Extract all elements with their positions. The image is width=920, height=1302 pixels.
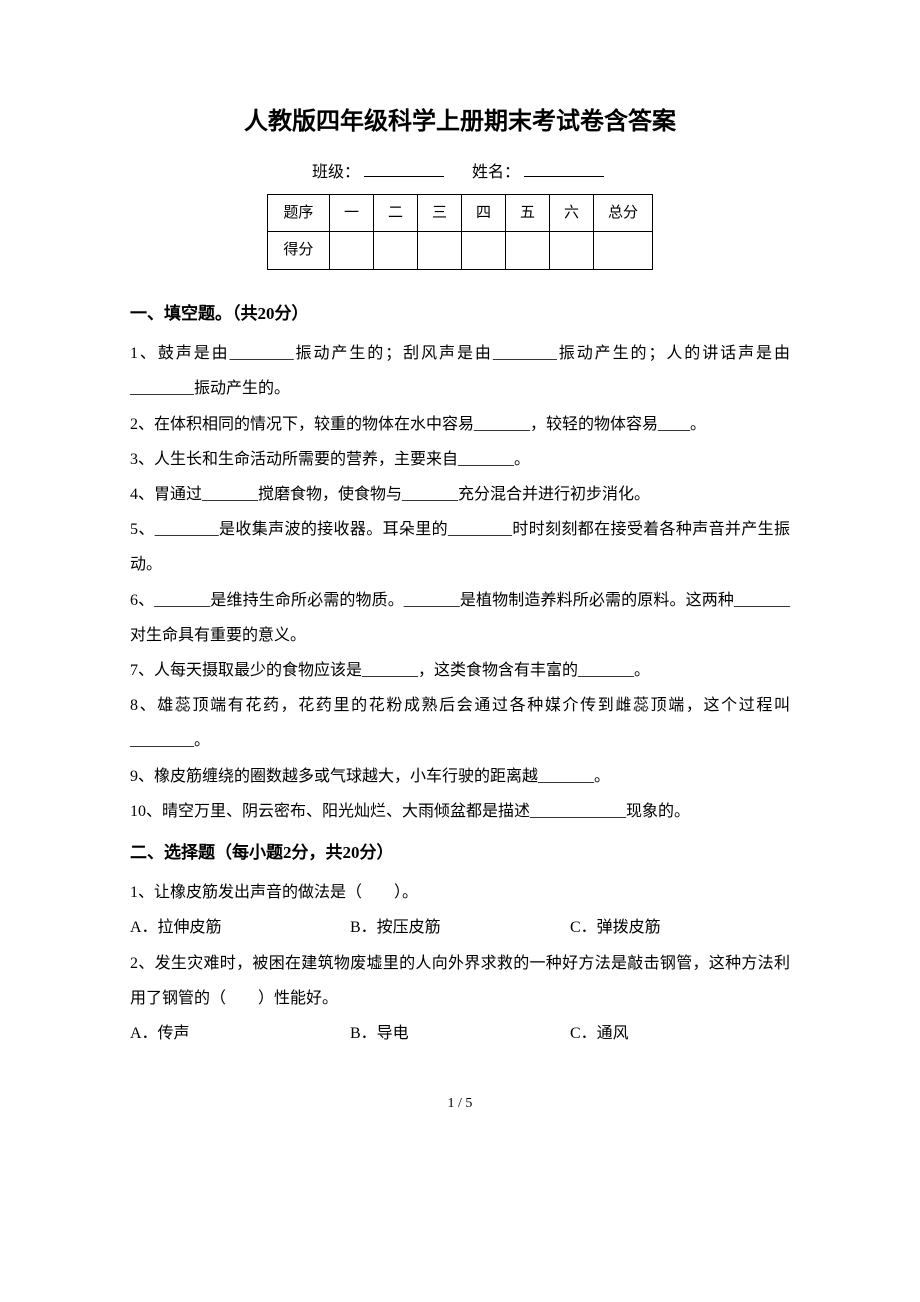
q1-3: 3、人生长和生命活动所需要的营养，主要来自_______。 <box>130 442 790 477</box>
q1-6: 6、_______是维持生命所必需的物质。_______是植物制造养料所必需的原… <box>130 583 790 653</box>
score-table: 题序 一 二 三 四 五 六 总分 得分 <box>267 194 653 270</box>
q2-2-option-c: C．通风 <box>570 1016 790 1051</box>
score-table-value-row: 得分 <box>267 232 652 270</box>
section-1-heading: 一、填空题。（共20分） <box>130 298 790 330</box>
q2-2-option-a: A．传声 <box>130 1016 350 1051</box>
q1-8: 8、雄蕊顶端有花药，花药里的花粉成熟后会通过各种媒介传到雌蕊顶端，这个过程叫__… <box>130 688 790 758</box>
name-blank <box>524 161 604 177</box>
q2-1-option-c: C．弹拨皮筋 <box>570 910 790 945</box>
score-cell <box>506 232 550 270</box>
score-cell <box>594 232 653 270</box>
class-name-row: 班级： 姓名： <box>130 158 790 188</box>
doc-title: 人教版四年级科学上册期末考试卷含答案 <box>130 100 790 146</box>
score-cell <box>550 232 594 270</box>
score-col-1: 一 <box>329 194 373 232</box>
score-col-3: 三 <box>417 194 461 232</box>
score-cell <box>329 232 373 270</box>
score-cell <box>373 232 417 270</box>
q2-2-text: 2、发生灾难时，被困在建筑物废墟里的人向外界求救的一种好方法是敲击钢管，这种方法… <box>130 946 790 1016</box>
score-col-5: 五 <box>506 194 550 232</box>
q1-9: 9、橡皮筋缠绕的圈数越多或气球越大，小车行驶的距离越_______。 <box>130 759 790 794</box>
score-value-label: 得分 <box>267 232 329 270</box>
name-label: 姓名： <box>472 164 520 181</box>
q1-5: 5、________是收集声波的接收器。耳朵里的________时时刻刻都在接受… <box>130 512 790 582</box>
score-col-4: 四 <box>461 194 505 232</box>
page-number: 1 / 5 <box>130 1091 790 1118</box>
score-col-2: 二 <box>373 194 417 232</box>
q2-2-option-b: B．导电 <box>350 1016 570 1051</box>
score-cell <box>461 232 505 270</box>
score-header-label: 题序 <box>267 194 329 232</box>
class-label: 班级： <box>312 164 360 181</box>
q2-1-text: 1、让橡皮筋发出声音的做法是（ ）。 <box>130 875 790 910</box>
q2-1-option-b: B．按压皮筋 <box>350 910 570 945</box>
score-cell <box>417 232 461 270</box>
q1-4: 4、胃通过_______搅磨食物，使食物与_______充分混合并进行初步消化。 <box>130 477 790 512</box>
section-2-heading: 二、选择题（每小题2分，共20分） <box>130 837 790 869</box>
q1-10: 10、晴空万里、阴云密布、阳光灿烂、大雨倾盆都是描述____________现象… <box>130 794 790 829</box>
score-table-header-row: 题序 一 二 三 四 五 六 总分 <box>267 194 652 232</box>
q2-1-options: A．拉伸皮筋 B．按压皮筋 C．弹拨皮筋 <box>130 910 790 945</box>
class-blank <box>364 161 444 177</box>
q1-1: 1、鼓声是由________振动产生的；刮风声是由________振动产生的；人… <box>130 336 790 406</box>
q2-2-options: A．传声 B．导电 C．通风 <box>130 1016 790 1051</box>
score-col-6: 六 <box>550 194 594 232</box>
score-col-total: 总分 <box>594 194 653 232</box>
q1-7: 7、人每天摄取最少的食物应该是_______，这类食物含有丰富的_______。 <box>130 653 790 688</box>
q2-1-option-a: A．拉伸皮筋 <box>130 910 350 945</box>
q1-2: 2、在体积相同的情况下，较重的物体在水中容易_______，较轻的物体容易___… <box>130 407 790 442</box>
